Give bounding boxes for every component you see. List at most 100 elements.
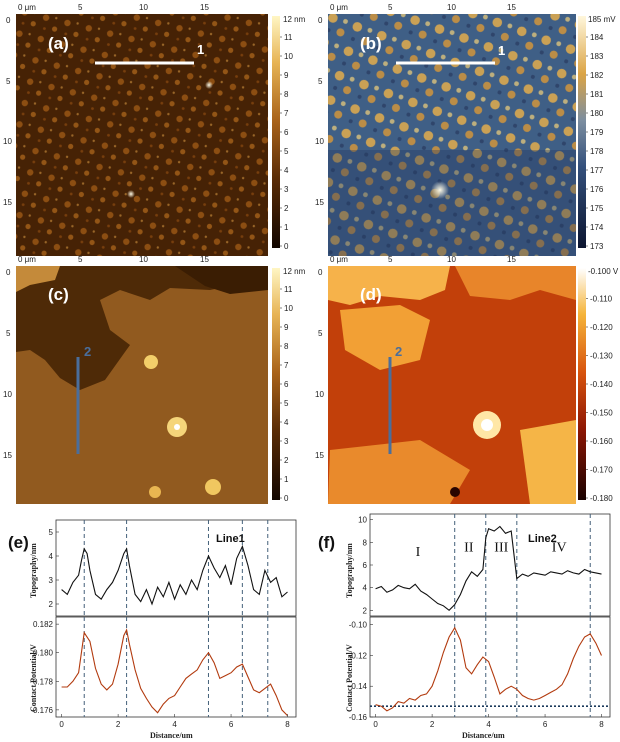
colorbar-tick-label: -0.170 bbox=[590, 466, 613, 475]
y-tick: 5 bbox=[318, 329, 323, 338]
colorbar-tick-label: 184 bbox=[590, 33, 604, 42]
region-label: I bbox=[416, 545, 421, 560]
x-tick: 15 bbox=[200, 3, 209, 12]
colorbar-c bbox=[272, 268, 280, 500]
x-tick: 10 bbox=[447, 255, 456, 264]
x-tick: 15 bbox=[200, 255, 209, 264]
x-tick: 15 bbox=[507, 255, 516, 264]
y-tick-label: 0.180 bbox=[33, 649, 54, 658]
colorbar-tick-label: 8 bbox=[284, 90, 289, 99]
x-tick: 10 bbox=[447, 3, 456, 12]
y-axis-label: Contact Potential/V bbox=[29, 644, 38, 712]
region-label: III bbox=[494, 540, 508, 555]
colorbar-tick-label: -0.130 bbox=[590, 352, 613, 361]
panel-label: (b) bbox=[360, 34, 382, 53]
y-tick: 10 bbox=[3, 390, 12, 399]
kpfm-image-b bbox=[328, 14, 576, 256]
colorbar-tick-label: 8 bbox=[284, 342, 289, 351]
colorbar-tick-label: 5 bbox=[284, 147, 289, 156]
region-label: II bbox=[464, 540, 474, 555]
y-tick-label: -0.14 bbox=[349, 682, 368, 691]
colorbar-tick-label: 5 bbox=[284, 399, 289, 408]
colorbar-tick-label: 173 bbox=[590, 242, 604, 251]
colorbar-tick-label: 0 bbox=[284, 494, 289, 503]
x-tick-label: 8 bbox=[599, 720, 604, 729]
x-tick: 10 bbox=[139, 3, 148, 12]
region-label: IV bbox=[552, 540, 567, 555]
y-tick: 15 bbox=[3, 198, 12, 207]
colorbar-tick-label: 178 bbox=[590, 147, 604, 156]
colorbar-tick-label: 176 bbox=[590, 185, 604, 194]
x-tick: 5 bbox=[388, 255, 393, 264]
line-marker: 2 bbox=[84, 344, 91, 359]
y-tick: 15 bbox=[3, 451, 12, 460]
colorbar-tick-label: 9 bbox=[284, 71, 289, 80]
plot-frame-f-top bbox=[369, 513, 611, 617]
x-tick-label: 4 bbox=[172, 720, 177, 729]
bright-particle bbox=[144, 355, 158, 369]
colorbar-tick-label: 9 bbox=[284, 323, 289, 332]
panel-label: (a) bbox=[48, 34, 69, 53]
colorbar-tick-label: 7 bbox=[284, 109, 289, 118]
panel-label: (d) bbox=[360, 285, 382, 304]
colorbar-tick-label: 10 bbox=[284, 304, 293, 313]
x-tick: 0 μm bbox=[18, 255, 36, 264]
x-tick: 0 μm bbox=[330, 3, 348, 12]
x-tick: 5 bbox=[78, 3, 83, 12]
colorbar-b bbox=[578, 16, 586, 248]
y-tick-label: 0.182 bbox=[33, 620, 54, 629]
colorbar-tick-label: 3 bbox=[284, 437, 289, 446]
colorbar-top-label: 12 nm bbox=[283, 267, 306, 276]
bright-particle bbox=[205, 479, 221, 495]
panel-label: (f) bbox=[318, 533, 335, 552]
x-tick-label: 0 bbox=[373, 720, 378, 729]
colorbar-tick-label: 0 bbox=[284, 242, 289, 251]
y-tick-label: 2 bbox=[49, 600, 54, 609]
colorbar-tick-label: 4 bbox=[284, 166, 289, 175]
y-tick: 15 bbox=[315, 451, 324, 460]
x-axis-label: Distance/um bbox=[462, 731, 505, 740]
x-tick-label: 2 bbox=[430, 720, 435, 729]
y-tick-label: 2 bbox=[363, 606, 368, 615]
y-tick: 10 bbox=[315, 390, 324, 399]
colorbar-tick-label: -0.140 bbox=[590, 380, 613, 389]
y-tick-label: 0.178 bbox=[33, 677, 54, 686]
colorbar-tick-label: 11 bbox=[284, 285, 293, 294]
colorbar-tick-label: 174 bbox=[590, 223, 604, 232]
y-tick: 5 bbox=[318, 77, 323, 86]
colorbar-tick-label: 180 bbox=[590, 109, 604, 118]
colorbar-tick-label: -0.150 bbox=[590, 409, 613, 418]
y-tick-label: 4 bbox=[363, 584, 368, 593]
plot-frame-e-top bbox=[55, 519, 297, 617]
series-line bbox=[61, 628, 288, 716]
y-axis-label: Topography/nm bbox=[345, 543, 354, 598]
x-tick: 10 bbox=[139, 255, 148, 264]
colorbar-tick-label: 11 bbox=[284, 33, 293, 42]
panel-c: 2 (c) 0 μm 5 10 15 0 5 10 15 11109876543… bbox=[3, 255, 306, 504]
panel-e: 2 3 4 5 0.176 0.178 0.180 0.182 0 2 4 6 8 (e) Line1… bbox=[8, 519, 297, 740]
colorbar-tick-label: 2 bbox=[284, 456, 289, 465]
colorbar-tick-label: 181 bbox=[590, 90, 604, 99]
y-tick: 0 bbox=[6, 268, 11, 277]
colorbar-tick-label: 177 bbox=[590, 166, 604, 175]
colorbar-tick-label: 7 bbox=[284, 361, 289, 370]
x-tick: 15 bbox=[507, 3, 516, 12]
panel-label: (e) bbox=[8, 533, 29, 552]
x-tick-label: 2 bbox=[116, 720, 121, 729]
x-tick-label: 8 bbox=[285, 720, 290, 729]
series-line bbox=[375, 626, 603, 712]
colorbar-d bbox=[578, 268, 586, 500]
line-marker: 2 bbox=[395, 344, 402, 359]
bright-particle bbox=[431, 181, 449, 199]
x-tick: 5 bbox=[78, 255, 83, 264]
dark-pit bbox=[450, 487, 460, 497]
y-tick: 0 bbox=[6, 16, 11, 25]
y-tick-label: 8 bbox=[363, 538, 368, 547]
colorbar-tick-label: -0.180 bbox=[590, 494, 613, 503]
colorbar-tick-label: 179 bbox=[590, 128, 604, 137]
line-marker: 1 bbox=[498, 43, 505, 58]
y-axis-label: Topography/nm bbox=[29, 543, 38, 598]
panel-a: 1 (a) 0 μm 5 10 15 0 5 10 15 11109876543… bbox=[3, 3, 306, 256]
colorbar-tick-label: -0.110 bbox=[590, 295, 613, 304]
